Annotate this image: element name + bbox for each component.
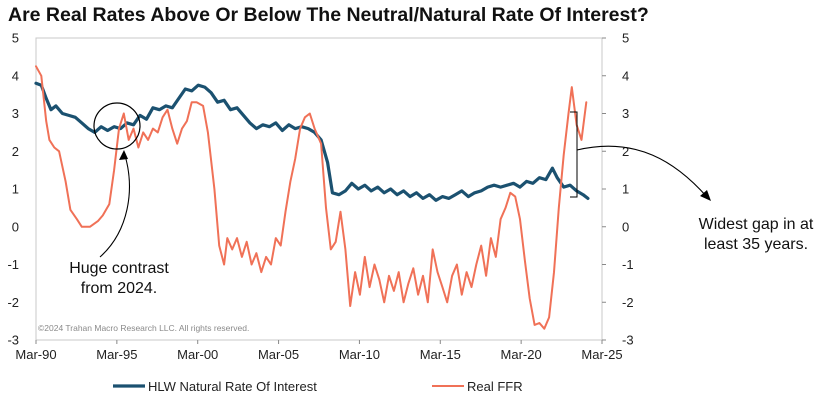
y-tick-label-right: 4 xyxy=(622,68,629,83)
right-arrow-head xyxy=(700,190,711,201)
legend-label-hlw: HLW Natural Rate Of Interest xyxy=(148,379,317,394)
y-tick-label-left: 0 xyxy=(12,219,19,234)
x-tick-label: Mar-25 xyxy=(581,347,622,362)
y-tick-label-right: 1 xyxy=(622,182,629,197)
x-tick-label: Mar-20 xyxy=(501,347,542,362)
x-tick-label: Mar-10 xyxy=(339,347,380,362)
left-annotation-line2: from 2024. xyxy=(81,280,157,297)
annotation-group: ©2024 Trahan Macro Research LLC. All rig… xyxy=(38,102,814,333)
gap-bracket xyxy=(570,111,578,198)
y-tick-label-right: 3 xyxy=(622,106,629,121)
x-tick-label: Mar-05 xyxy=(258,347,299,362)
y-tick-label-left: -3 xyxy=(7,333,19,348)
right-annotation-line1: Widest gap in at xyxy=(699,216,814,233)
y-tick-label-left: 1 xyxy=(12,182,19,197)
legend-label-real-ffr: Real FFR xyxy=(467,379,523,394)
left-arrow-head xyxy=(119,150,128,160)
x-tick-label: Mar-95 xyxy=(96,347,137,362)
right-axis: 5 4 3 2 1 0 -1 -2 -3 xyxy=(602,31,634,348)
y-tick-label-right: 2 xyxy=(622,144,629,159)
series-line-hlw-natural-rate xyxy=(34,81,590,202)
x-axis: Mar-90 Mar-95 Mar-00 Mar-05 Mar-10 Mar-15 Mar-… xyxy=(15,340,623,362)
right-annotation-line2: least 35 years. xyxy=(704,236,808,253)
x-tick-label: Mar-15 xyxy=(420,347,461,362)
y-tick-label-right: -1 xyxy=(622,257,634,272)
right-annotation-arrow xyxy=(576,145,708,198)
x-tick-label: Mar-00 xyxy=(177,347,218,362)
y-tick-label-right: 0 xyxy=(622,219,629,234)
y-tick-label-left: 3 xyxy=(12,106,19,121)
left-annotation-line1: Huge contrast xyxy=(69,260,169,277)
highlight-circle xyxy=(93,102,141,150)
y-tick-label-left: -2 xyxy=(7,295,19,310)
y-tick-label-left: 2 xyxy=(12,144,19,159)
left-axis: 5 4 3 2 1 0 -1 -2 -3 xyxy=(7,31,19,348)
left-annotation-arrow xyxy=(99,151,130,258)
y-tick-label-right: -2 xyxy=(622,295,634,310)
copyright-note: ©2024 Trahan Macro Research LLC. All rig… xyxy=(38,323,249,333)
x-tick-label: Mar-90 xyxy=(15,347,56,362)
y-tick-label-left: -1 xyxy=(7,257,19,272)
chart-title: Are Real Rates Above Or Below The Neutra… xyxy=(8,4,649,26)
y-tick-label-right: 5 xyxy=(622,31,629,46)
y-tick-label-left: 4 xyxy=(12,68,19,83)
legend: HLW Natural Rate Of Interest Real FFR xyxy=(113,379,523,394)
y-tick-label-right: -3 xyxy=(622,333,634,348)
y-tick-label-left: 5 xyxy=(12,31,19,46)
